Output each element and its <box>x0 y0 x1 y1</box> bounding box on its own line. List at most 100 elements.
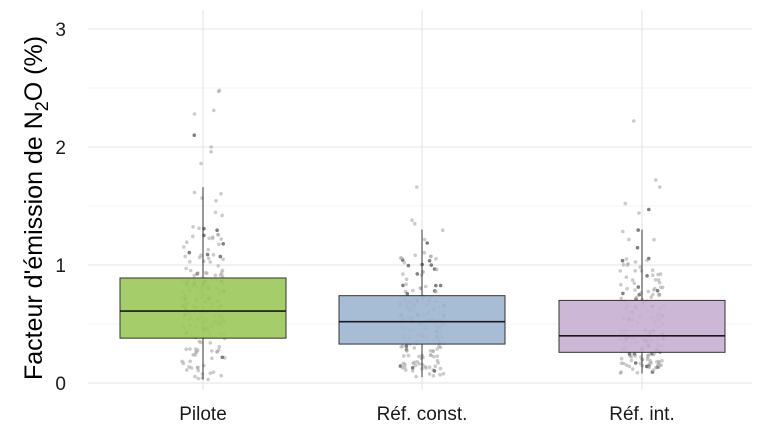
data-point <box>649 360 653 365</box>
data-point <box>435 358 440 363</box>
data-point <box>404 277 409 282</box>
data-point <box>652 288 656 292</box>
data-point <box>656 278 661 282</box>
data-point <box>637 211 641 215</box>
data-point <box>184 266 188 271</box>
data-point <box>435 354 440 359</box>
data-point <box>414 374 418 379</box>
data-point <box>434 289 438 294</box>
data-point <box>620 258 625 263</box>
data-point <box>633 361 638 365</box>
data-point <box>623 201 628 206</box>
data-point <box>406 263 411 268</box>
data-point <box>195 348 200 353</box>
data-point <box>206 377 210 382</box>
data-point <box>204 271 208 275</box>
data-point <box>401 361 406 366</box>
data-point <box>208 371 213 376</box>
data-point <box>656 272 660 277</box>
data-point <box>659 363 663 368</box>
data-point <box>649 295 653 300</box>
data-point <box>652 237 656 242</box>
data-point <box>187 250 192 255</box>
x-tick-label: Pilote <box>179 404 227 425</box>
data-point <box>211 252 216 257</box>
data-point <box>415 272 420 276</box>
x-tick-label: Réf. const. <box>377 404 468 425</box>
data-point <box>652 352 656 357</box>
data-point <box>427 259 432 263</box>
data-point <box>213 273 218 278</box>
data-point <box>657 280 662 285</box>
data-point <box>410 366 415 370</box>
data-point <box>647 365 651 370</box>
data-point <box>657 292 662 297</box>
data-point <box>634 295 639 300</box>
data-point <box>412 221 417 226</box>
y-tick-label: 3 <box>55 20 66 41</box>
data-point <box>632 119 636 123</box>
data-point <box>413 253 418 258</box>
data-point <box>401 283 405 288</box>
data-point <box>417 354 421 359</box>
data-point <box>199 161 203 166</box>
data-point <box>638 361 643 366</box>
data-point <box>197 255 202 260</box>
data-point <box>625 286 629 291</box>
data-point <box>184 347 188 352</box>
data-point <box>188 260 192 264</box>
y-tick-label: 1 <box>55 256 66 277</box>
data-point <box>215 228 219 232</box>
data-point <box>405 349 409 353</box>
data-point <box>423 284 428 289</box>
data-point <box>429 353 433 357</box>
data-point <box>651 368 656 373</box>
data-point <box>192 190 197 195</box>
data-point <box>209 149 213 154</box>
data-point <box>423 364 427 369</box>
data-point <box>413 363 418 368</box>
data-point <box>660 358 664 363</box>
data-point <box>422 250 427 255</box>
data-point <box>212 108 216 113</box>
data-point <box>645 357 650 362</box>
data-point <box>431 374 436 378</box>
data-point <box>618 269 623 273</box>
data-point <box>621 229 625 234</box>
data-point <box>403 368 408 372</box>
data-point <box>415 360 420 364</box>
data-point <box>630 367 635 371</box>
data-point <box>216 264 220 268</box>
data-point <box>621 291 625 296</box>
data-point <box>188 268 193 273</box>
data-point <box>437 344 441 349</box>
data-point <box>619 282 623 287</box>
data-point <box>211 370 216 375</box>
data-point <box>219 192 223 196</box>
data-point <box>633 288 637 292</box>
data-point <box>198 340 203 345</box>
data-point <box>645 274 649 278</box>
data-point <box>635 371 640 375</box>
data-point <box>627 364 632 369</box>
box <box>558 299 726 353</box>
data-point <box>650 268 655 273</box>
data-point <box>654 178 658 182</box>
data-point <box>210 236 215 241</box>
data-point <box>415 185 419 189</box>
data-point <box>196 376 201 381</box>
data-point <box>402 354 406 358</box>
x-tick-label: Réf. int. <box>609 404 674 425</box>
data-point <box>210 349 214 353</box>
data-point <box>404 282 409 287</box>
data-point <box>399 345 404 349</box>
data-point <box>659 285 663 290</box>
data-point <box>636 285 641 289</box>
data-point <box>655 360 659 364</box>
box <box>338 295 506 345</box>
data-point <box>431 354 436 359</box>
data-point <box>185 368 189 372</box>
x-axis-ticks: Pilote Réf. const. Réf. int. <box>179 404 675 425</box>
data-point <box>216 89 221 94</box>
data-point <box>220 213 224 218</box>
